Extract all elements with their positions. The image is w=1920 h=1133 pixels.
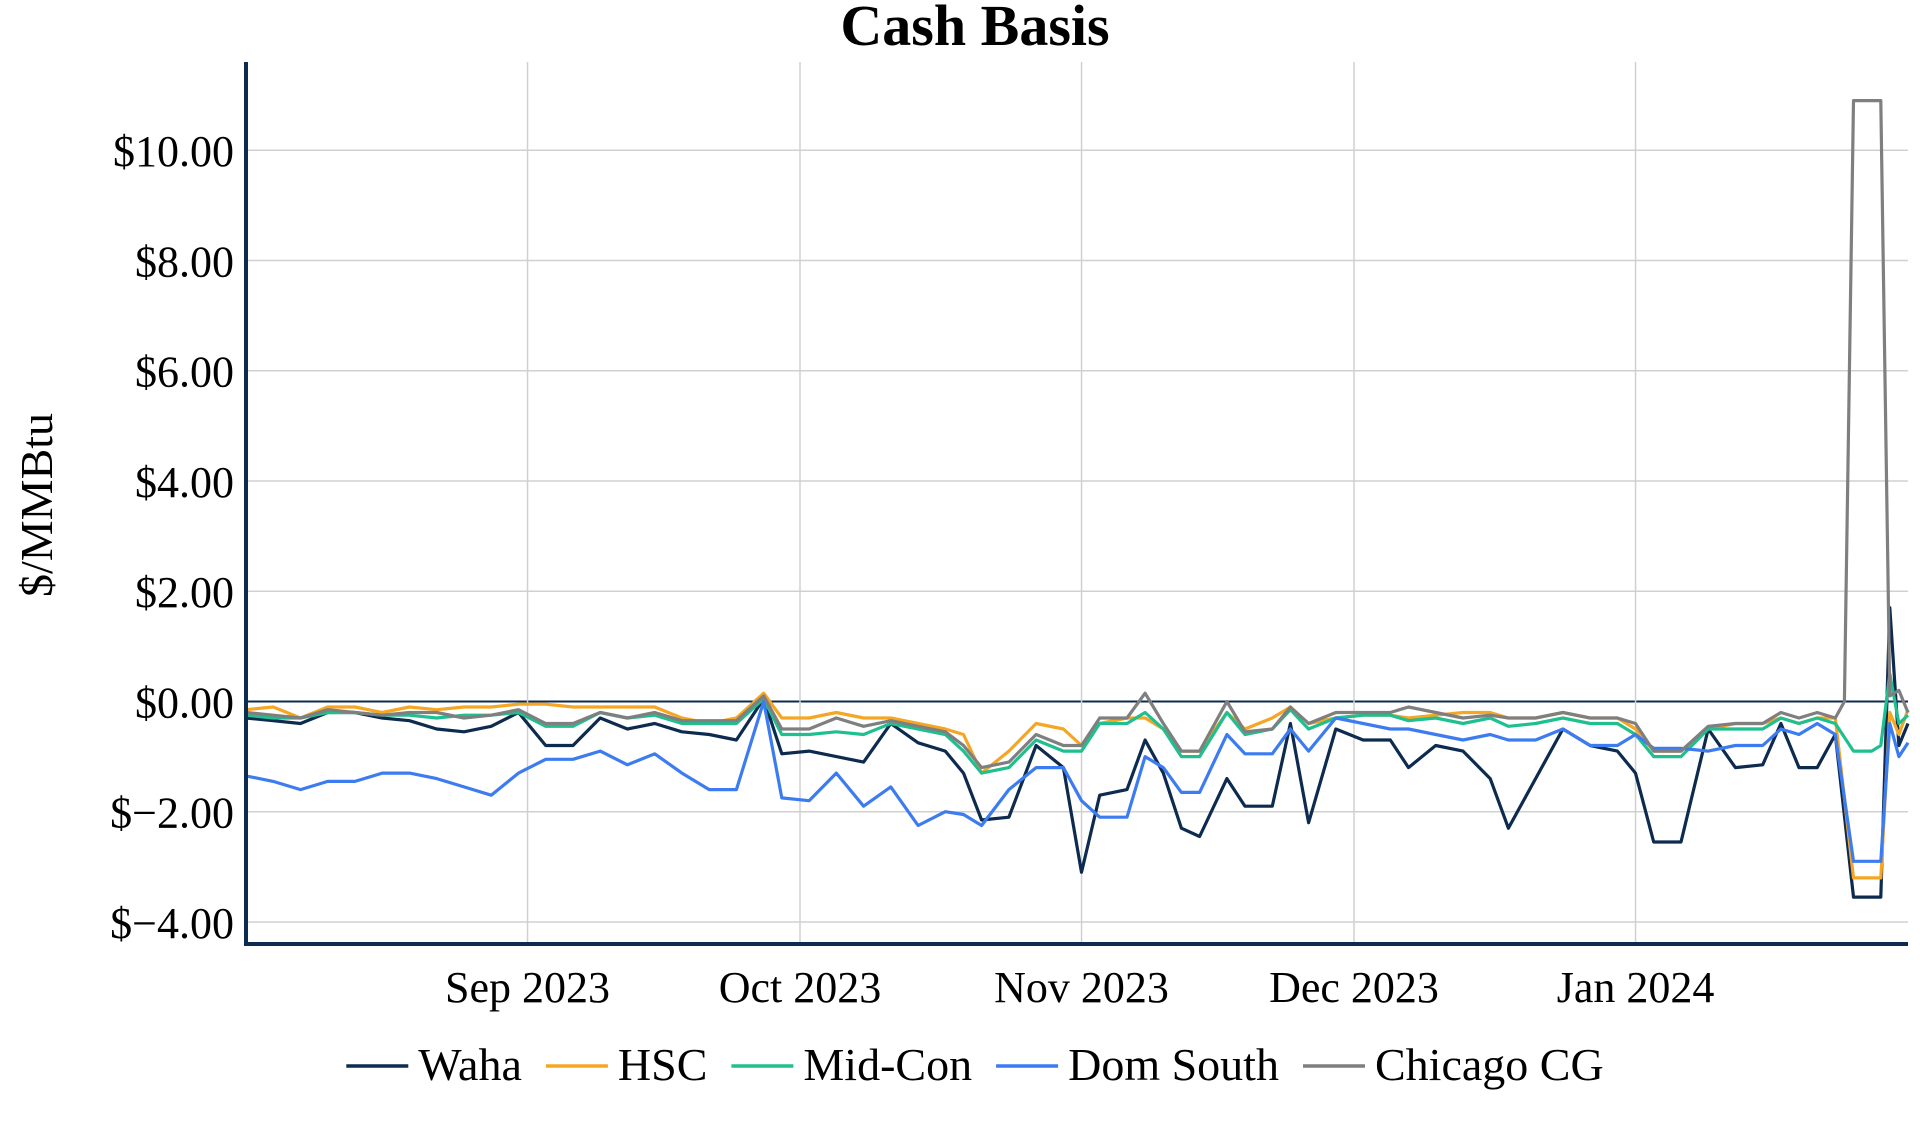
- y-tick-label: $8.00: [135, 237, 234, 286]
- x-tick-label: Dec 2023: [1269, 963, 1439, 1012]
- series-line-dom-south: [245, 699, 1910, 863]
- legend-label: Mid-Con: [803, 1039, 972, 1090]
- gridlines: [246, 62, 1908, 944]
- y-tick-label: $0.00: [135, 678, 234, 727]
- chart-title: Cash Basis: [840, 0, 1109, 58]
- y-tick-label: $6.00: [135, 348, 234, 397]
- y-tick-labels: $10.00 $8.00 $6.00 $4.00 $2.00 $0.00 $−2.00 $−4…: [110, 127, 234, 948]
- x-tick-label: Oct 2023: [719, 963, 882, 1012]
- series-line-mid-con: [245, 672, 1910, 775]
- y-tick-label: $10.00: [113, 127, 234, 176]
- y-axis-label: $/MMBtu: [11, 413, 62, 597]
- legend-label: Dom South: [1068, 1039, 1279, 1090]
- legend-item[interactable]: Chicago CG: [1303, 1039, 1604, 1090]
- y-tick-label: $−2.00: [110, 789, 234, 838]
- series-line-chicago-cg: [245, 99, 1910, 770]
- x-tick-label: Sep 2023: [445, 963, 610, 1012]
- series-lines: [245, 99, 1910, 899]
- legend-item[interactable]: HSC: [545, 1039, 707, 1090]
- x-tick-label: Nov 2023: [994, 963, 1169, 1012]
- axes: [244, 62, 1908, 946]
- x-tick-labels: Sep 2023 Oct 2023 Nov 2023 Dec 2023 Jan 2024: [445, 963, 1714, 1012]
- y-tick-label: $−4.00: [110, 899, 234, 948]
- legend-item[interactable]: Mid-Con: [731, 1039, 972, 1090]
- legend-label: Chicago CG: [1375, 1039, 1604, 1090]
- x-tick-label: Jan 2024: [1557, 963, 1715, 1012]
- legend-item[interactable]: Waha: [346, 1039, 522, 1090]
- legend: Waha HSC Mid-Con Dom South Chicago CG: [346, 1039, 1604, 1090]
- y-tick-label: $4.00: [135, 458, 234, 507]
- y-tick-label: $2.00: [135, 568, 234, 617]
- legend-label: Waha: [418, 1039, 522, 1090]
- legend-label: HSC: [618, 1039, 707, 1090]
- legend-item[interactable]: Dom South: [996, 1039, 1279, 1090]
- series-line-waha: [245, 606, 1910, 899]
